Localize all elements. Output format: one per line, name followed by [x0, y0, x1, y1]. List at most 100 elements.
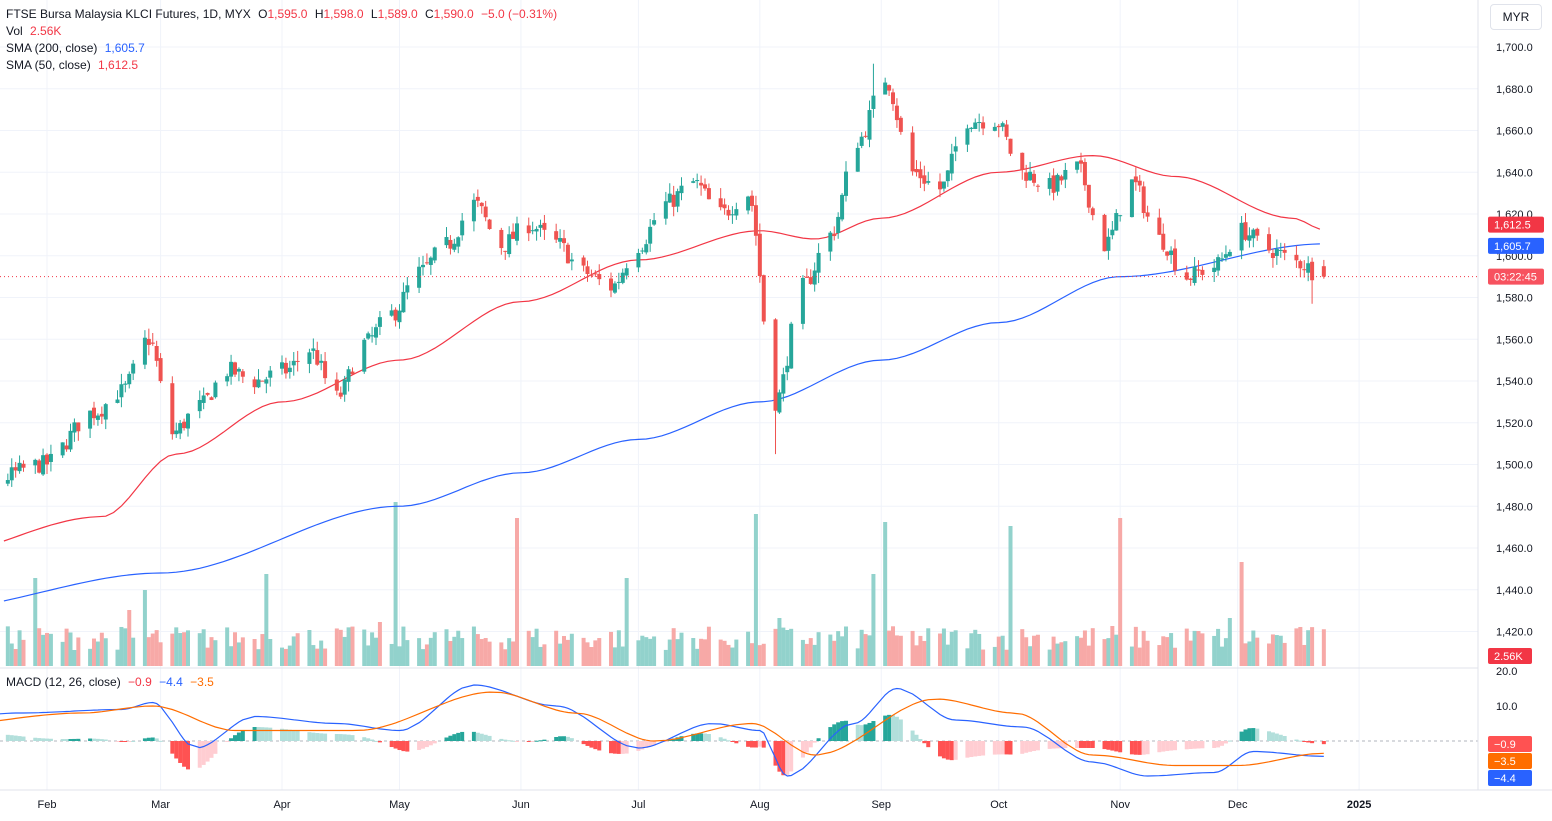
volume-bar	[397, 646, 402, 666]
volume-bar	[585, 642, 590, 666]
candle-body	[456, 237, 461, 247]
candle-body	[123, 383, 128, 385]
macd-histogram-bar	[785, 741, 790, 775]
volume-bar	[1047, 649, 1052, 666]
volume-bar	[283, 648, 288, 666]
volume-bar	[863, 634, 868, 666]
macd-histogram-bar	[236, 732, 241, 741]
volume-bar	[334, 628, 339, 666]
macd-histogram-bar	[170, 741, 175, 754]
volume-bar	[1169, 633, 1174, 666]
volume-bar	[1000, 635, 1005, 666]
macd-histogram-bar	[914, 734, 919, 741]
candle-body	[1239, 222, 1244, 251]
candle-body	[526, 225, 531, 234]
macd-histogram-bar	[417, 741, 422, 750]
candle-body	[1145, 212, 1150, 217]
macd-histogram-bar	[99, 739, 104, 741]
candle-body	[287, 367, 292, 373]
candle-body	[644, 244, 649, 253]
price-tick-label: 1,520.0	[1496, 418, 1533, 430]
macd-histogram-bar	[444, 737, 449, 741]
macd-histogram-bar	[456, 732, 461, 741]
macd-histogram-bar	[1004, 741, 1009, 755]
candle-body	[1157, 217, 1162, 235]
candle-body	[789, 323, 794, 369]
macd-histogram-bar	[1161, 741, 1166, 752]
macd-histogram-bar	[471, 731, 476, 741]
macd-histogram-bar	[1255, 728, 1260, 741]
candle-body	[703, 184, 708, 189]
macd-histogram-bar	[965, 741, 970, 758]
candle-body	[781, 374, 786, 394]
macd-histogram-bar	[240, 730, 245, 741]
volume-bar	[1102, 639, 1107, 666]
candle-body	[127, 373, 132, 385]
macd-histogram-bar	[115, 741, 120, 742]
volume-bar	[1255, 637, 1260, 666]
candle-body	[816, 252, 821, 273]
volume-bar	[471, 626, 476, 666]
macd-histogram-bar	[1169, 741, 1174, 751]
macd-histogram-bar	[640, 741, 645, 750]
currency-button[interactable]: MYR	[1490, 4, 1542, 30]
volume-bar	[428, 637, 433, 666]
sma200-legend-value: 1,605.7	[104, 41, 145, 55]
candle-body	[342, 379, 347, 395]
macd-histogram-bar	[1047, 741, 1052, 749]
macd-histogram-bar	[229, 738, 234, 741]
volume-bar	[287, 645, 292, 666]
candle-body	[1200, 269, 1205, 275]
volume-bar	[1059, 642, 1064, 666]
candle-body	[280, 362, 285, 369]
candle-body	[307, 352, 312, 364]
volume-bar	[76, 637, 81, 666]
macd-histogram-bar	[652, 741, 657, 746]
candle-body	[1196, 269, 1201, 271]
candle-body	[562, 238, 567, 244]
candle-body	[1110, 229, 1115, 236]
volume-bar	[671, 628, 676, 666]
macd-histogram-bar	[808, 741, 813, 748]
candle-body	[718, 198, 723, 208]
macd-histogram-bar	[256, 727, 261, 741]
macd-histogram-bar	[21, 736, 26, 741]
volume-bar	[832, 640, 837, 666]
candle-body	[840, 194, 845, 220]
macd-histogram-bar	[103, 739, 108, 741]
volume-bar	[1270, 634, 1275, 666]
volume-bar	[1020, 629, 1025, 666]
macd-histogram-bar	[1133, 741, 1138, 755]
volume-bar	[158, 642, 163, 666]
candle-body	[366, 333, 371, 339]
candle-body	[1004, 124, 1009, 137]
candle-body	[225, 376, 230, 382]
volume-bar	[1184, 628, 1189, 666]
macd-histogram-bar	[131, 740, 136, 742]
macd-histogram-bar	[526, 741, 531, 742]
candle-body	[1090, 208, 1095, 216]
macd-histogram-bar	[1212, 741, 1217, 748]
candle-body	[5, 480, 10, 484]
candle-body	[515, 223, 520, 241]
volume-bar	[1114, 634, 1119, 666]
volume-bar	[616, 630, 621, 666]
price-tick-label: 1,700.0	[1496, 42, 1533, 54]
macd-histogram-bar	[72, 738, 77, 741]
volume-bar	[1118, 518, 1123, 666]
macd-histogram-bar	[938, 741, 943, 757]
candle-body	[1129, 179, 1134, 218]
macd-histogram-bar	[393, 741, 398, 749]
volume-bar	[871, 574, 876, 666]
volume-bar	[761, 643, 766, 666]
volume-bar	[597, 638, 602, 666]
candle-body	[1310, 261, 1315, 281]
volume-bar	[48, 633, 53, 666]
macd-histogram-bar	[260, 727, 265, 741]
candle-body	[624, 268, 629, 276]
macd-histogram-bar	[150, 737, 155, 741]
candle-body	[671, 194, 676, 207]
macd-histogram-bar	[475, 732, 480, 741]
macd-histogram-bar	[377, 741, 382, 743]
